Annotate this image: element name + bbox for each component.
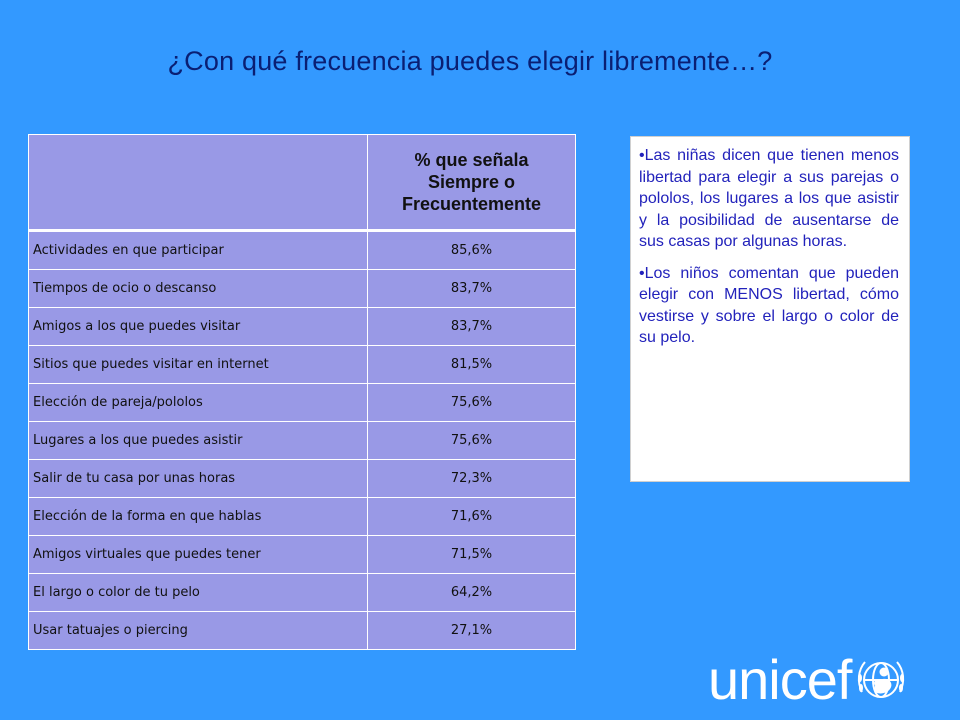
row-value: 83,7%	[367, 307, 576, 346]
column-header: % que señala Siempre o Frecuentemente	[367, 134, 576, 231]
row-label: Usar tatuajes o piercing	[28, 611, 368, 650]
unicef-logo: unicef	[708, 652, 909, 708]
table-row: Salir de tu casa por unas horas 72,3%	[28, 459, 576, 498]
row-label: Amigos virtuales que puedes tener	[28, 535, 368, 574]
row-label: Lugares a los que puedes asistir	[28, 421, 368, 460]
row-label: Salir de tu casa por unas horas	[28, 459, 368, 498]
row-value: 75,6%	[367, 383, 576, 422]
row-label: Elección de la forma en que hablas	[28, 497, 368, 536]
table-row: Amigos virtuales que puedes tener 71,5%	[28, 535, 576, 574]
table-row: Elección de la forma en que hablas 71,6%	[28, 497, 576, 536]
row-label: El largo o color de tu pelo	[28, 573, 368, 612]
row-label: Tiempos de ocio o descanso	[28, 269, 368, 308]
row-value: 64,2%	[367, 573, 576, 612]
row-value: 83,7%	[367, 269, 576, 308]
table-row: Sitios que puedes visitar en internet 81…	[28, 345, 576, 384]
row-label: Actividades en que participar	[28, 230, 368, 270]
table-row: El largo o color de tu pelo 64,2%	[28, 573, 576, 612]
table-header-row: % que señala Siempre o Frecuentemente	[28, 134, 576, 231]
table-row: Tiempos de ocio o descanso 83,7%	[28, 269, 576, 308]
table-corner-cell	[28, 134, 368, 231]
row-label: Amigos a los que puedes visitar	[28, 307, 368, 346]
table-row: Elección de pareja/pololos 75,6%	[28, 383, 576, 422]
table-row: Usar tatuajes o piercing 27,1%	[28, 611, 576, 650]
row-value: 71,6%	[367, 497, 576, 536]
row-value: 71,5%	[367, 535, 576, 574]
logo-wordmark: unicef	[708, 648, 852, 711]
row-value: 81,5%	[367, 345, 576, 384]
table-row: Actividades en que participar 85,6%	[28, 230, 576, 270]
row-value: 72,3%	[367, 459, 576, 498]
row-value: 75,6%	[367, 421, 576, 460]
row-label: Elección de pareja/pololos	[28, 383, 368, 422]
row-value: 27,1%	[367, 611, 576, 650]
table-row: Lugares a los que puedes asistir 75,6%	[28, 421, 576, 460]
note-paragraph-boys: •Los niños comentan que pueden elegir co…	[639, 264, 899, 347]
frequency-table: % que señala Siempre o Frecuentemente Ac…	[28, 134, 576, 650]
column-header-line-3: Frecuentemente	[401, 194, 542, 214]
table-row: Amigos a los que puedes visitar 83,7%	[28, 307, 576, 346]
column-header-line-2: Siempre o	[427, 172, 516, 192]
unicef-emblem-icon	[858, 661, 905, 698]
note-paragraph-girls: •Las niñas dicen que tienen menos libert…	[639, 147, 899, 250]
row-label: Sitios que puedes visitar en internet	[28, 345, 368, 384]
page-title: ¿Con qué frecuencia puedes elegir librem…	[167, 46, 773, 76]
row-value: 85,6%	[367, 230, 576, 270]
notes-box: •Las niñas dicen que tienen menos libert…	[630, 136, 910, 482]
column-header-line-1: % que señala	[414, 150, 529, 170]
